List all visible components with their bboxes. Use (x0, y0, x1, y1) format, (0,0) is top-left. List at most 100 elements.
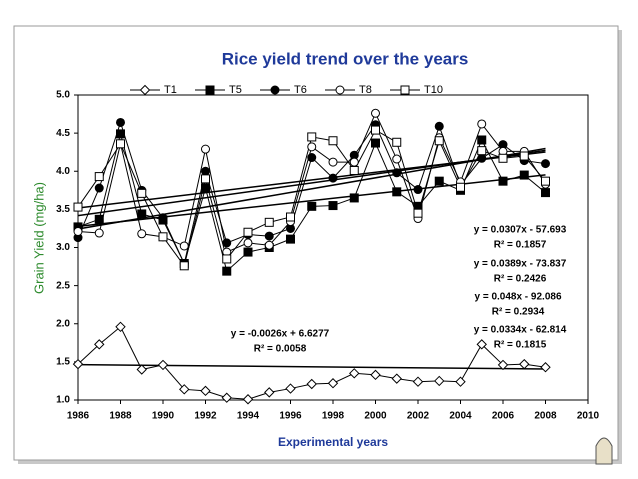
trend-equation: y = 0.048x - 92.086 (474, 292, 561, 303)
x-tick-label: 2010 (577, 411, 600, 422)
marker (497, 359, 509, 371)
x-axis-label: Experimental years (278, 435, 388, 449)
x-tick-label: 2002 (407, 411, 430, 422)
marker (116, 117, 125, 127)
marker (541, 176, 550, 186)
marker (307, 132, 317, 142)
marker (349, 368, 360, 379)
y-tick-label: 1.5 (56, 357, 70, 368)
marker (179, 241, 189, 251)
legend-item: T8 (325, 84, 372, 96)
marker (371, 108, 380, 118)
legend-label: T6 (294, 84, 307, 96)
marker (498, 153, 508, 163)
marker (400, 85, 410, 95)
marker (157, 359, 169, 371)
marker (434, 136, 444, 146)
marker (476, 339, 487, 350)
marker (137, 188, 147, 198)
marker (242, 394, 254, 405)
marker (137, 209, 147, 219)
marker (179, 384, 190, 395)
marker (307, 153, 317, 163)
trend-r2: R² = 0.2426 (494, 274, 547, 285)
y-tick-label: 3.5 (56, 204, 70, 215)
marker (328, 157, 338, 167)
marker (540, 362, 551, 373)
marker (73, 226, 83, 236)
trend-r2: R² = 0.1857 (494, 240, 547, 251)
marker (477, 146, 487, 156)
marker (243, 238, 253, 248)
marker (94, 172, 104, 182)
marker (264, 217, 274, 227)
marker (434, 375, 445, 387)
marker (328, 173, 338, 183)
marker (434, 121, 444, 131)
legend-label: T8 (359, 84, 372, 96)
marker (413, 185, 423, 195)
y-tick-label: 2.0 (56, 318, 70, 329)
marker (201, 166, 210, 176)
trend-r2: R² = 0.2934 (492, 307, 545, 318)
marker (205, 85, 215, 95)
y-tick-label: 3.0 (56, 242, 70, 253)
marker (116, 129, 125, 139)
legend-item: T1 (130, 84, 177, 96)
marker (349, 157, 359, 167)
marker (115, 321, 126, 333)
marker (306, 378, 317, 390)
x-tick-label: 1990 (152, 411, 175, 422)
trend-equation: y = 0.0334x - 62.814 (474, 325, 567, 336)
marker (307, 201, 317, 211)
x-tick-label: 2006 (492, 411, 515, 422)
trend-r2: R² = 0.1815 (494, 340, 547, 351)
marker (222, 254, 232, 264)
marker (391, 373, 402, 384)
marker (116, 139, 125, 149)
legend-label: T1 (164, 84, 177, 96)
legend-label: T10 (424, 84, 443, 96)
marker (335, 85, 345, 95)
marker (349, 193, 359, 203)
marker (519, 151, 529, 161)
marker (264, 240, 274, 250)
marker (541, 159, 550, 169)
marker (349, 165, 359, 175)
trend-equation: y = 0.0307x - 57.693 (474, 225, 567, 236)
marker (392, 137, 402, 147)
marker (200, 385, 211, 397)
marker (201, 174, 210, 184)
y-tick-label: 2.5 (56, 280, 70, 291)
marker (541, 188, 550, 198)
marker (222, 238, 232, 248)
legend-item: T6 (260, 84, 307, 96)
trend-equation: y = 0.0389x - 73.837 (474, 259, 567, 270)
y-tick-label: 4.0 (56, 166, 70, 177)
marker (221, 392, 232, 403)
marker (328, 136, 338, 146)
marker (370, 369, 381, 381)
marker (94, 339, 105, 350)
x-tick-label: 1998 (322, 411, 345, 422)
legend-item: T10 (390, 84, 443, 96)
logo-shape (595, 437, 613, 465)
trend-r2: R² = 0.0058 (254, 344, 307, 355)
marker (392, 154, 402, 164)
marker (456, 182, 465, 192)
x-tick-label: 1988 (109, 411, 132, 422)
y-tick-label: 5.0 (56, 90, 70, 101)
marker (94, 214, 104, 224)
marker (477, 135, 487, 145)
marker (371, 125, 380, 135)
marker (73, 202, 83, 212)
legend-item: T5 (195, 84, 242, 96)
marker (158, 232, 168, 242)
marker (179, 261, 189, 271)
marker (158, 213, 168, 223)
marker (286, 234, 295, 244)
x-tick-label: 2000 (364, 411, 387, 422)
marker (285, 383, 296, 394)
marker (455, 376, 466, 387)
